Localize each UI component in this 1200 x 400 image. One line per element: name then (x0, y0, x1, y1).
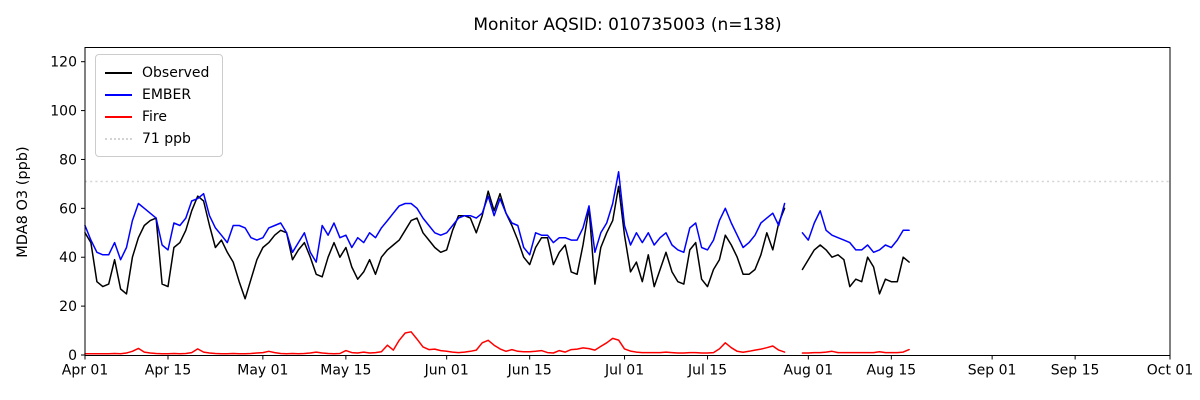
y-tick-label: 100 (50, 104, 77, 120)
observed-line (84, 185, 910, 300)
legend-item-ember: EMBER (105, 84, 217, 106)
x-tick-label: Jun 01 (424, 363, 469, 379)
legend-label: Observed (142, 65, 210, 81)
x-tick-label: Jul 15 (687, 363, 727, 379)
x-tick-label: May 15 (320, 363, 371, 379)
ember-line-swatch (105, 94, 132, 96)
x-tick-label: Apr 15 (145, 363, 191, 379)
x-tick-label: Sep 01 (968, 363, 1017, 379)
observed-line-swatch (105, 72, 132, 74)
legend-label: 71 ppb (142, 131, 191, 147)
legend-item-fire: Fire (105, 106, 217, 128)
x-tick-label: Jul 01 (604, 363, 644, 379)
fire-line (84, 331, 910, 355)
fire-line-swatch (105, 116, 132, 118)
legend: Observed EMBER Fire 71 ppb (95, 54, 223, 157)
legend-item-observed: Observed (105, 62, 217, 84)
ember-line (84, 170, 910, 263)
y-tick-label: 120 (50, 55, 77, 71)
x-tick-label: Apr 01 (62, 363, 108, 379)
x-tick-label: Aug 15 (867, 363, 917, 379)
y-tick-label: 40 (59, 250, 77, 266)
y-tick-label: 20 (59, 299, 77, 315)
chart-title: Monitor AQSID: 010735003 (n=138) (473, 15, 782, 35)
x-tick-label: Aug 01 (784, 363, 834, 379)
legend-label: EMBER (142, 87, 192, 103)
y-tick-label: 60 (59, 201, 77, 217)
legend-label: Fire (142, 109, 167, 125)
x-tick-label: Oct 01 (1147, 363, 1193, 379)
axis-frame (84, 47, 1171, 356)
x-tick-label: Jun 15 (507, 363, 552, 379)
threshold-line-swatch (105, 138, 132, 140)
y-tick-label: 0 (68, 348, 77, 364)
x-tick-label: Sep 15 (1051, 363, 1100, 379)
legend-item-threshold: 71 ppb (105, 128, 217, 150)
x-tick-label: May 01 (237, 363, 288, 379)
y-tick-label: 80 (59, 152, 77, 168)
